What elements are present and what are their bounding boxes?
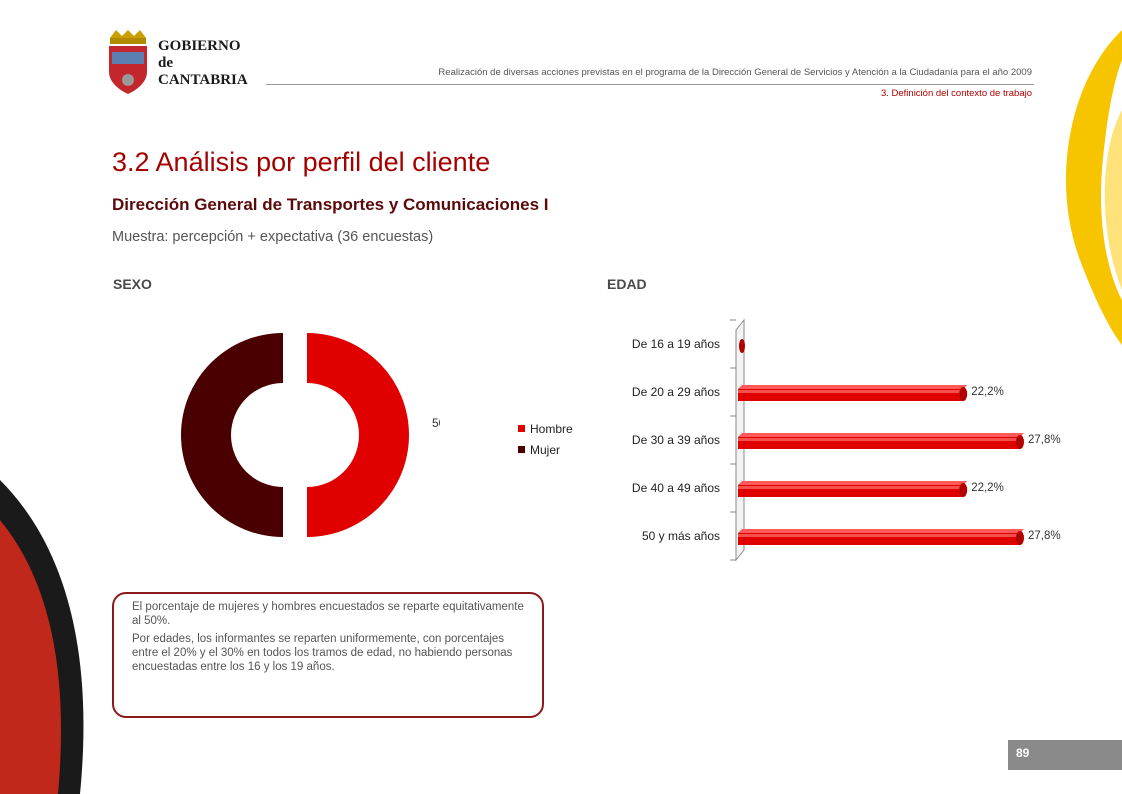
decorative-yellow-swirl (1065, 30, 1122, 345)
legend-swatch-hombre (518, 425, 525, 432)
document-title: Realización de diversas acciones previst… (438, 67, 1032, 78)
bar-2 (738, 385, 968, 401)
legend-label-hombre: Hombre (530, 421, 573, 436)
header-divider (266, 84, 1034, 85)
conclusion-paragraph-1: El porcentaje de mujeres y hombres encue… (132, 601, 524, 627)
logo-line-2: de (158, 55, 173, 71)
bar-3 (738, 433, 1024, 449)
page-subtitle: Dirección General de Transportes y Comun… (112, 195, 549, 214)
sample-description: Muestra: percepción + expectativa (36 en… (112, 229, 434, 245)
page-title: 3.2 Análisis por perfil del cliente (112, 147, 491, 177)
page-number-bar (1008, 740, 1122, 770)
donut-label-hombre: 50,0% (432, 416, 440, 430)
legend-label-mujer: Mujer (530, 442, 561, 457)
sexo-donut-chart: 50,0%50,0% (181, 333, 440, 537)
bar-5 (738, 529, 1024, 545)
bar-category-label: De 30 a 39 años (632, 433, 720, 447)
bar-category-label: De 16 a 19 años (632, 337, 720, 351)
decorative-red-black-arc (0, 480, 84, 794)
cantabria-coat-of-arms-logo (109, 30, 147, 94)
bar-data-label: 22,2% (971, 386, 1004, 398)
donut-slice-mujer (181, 333, 283, 537)
conclusion-box: El porcentaje de mujeres y hombres encue… (112, 592, 544, 718)
bar-data-label: 27,8% (1028, 530, 1061, 542)
edad-bar-chart: De 16 a 19 años De 20 a 29 años 22,2% De 30… (632, 318, 1061, 562)
bar-category-label: 50 y más años (642, 529, 720, 543)
page-number: 89 (1016, 746, 1030, 760)
bar-category-label: De 20 a 29 años (632, 385, 720, 399)
legend-swatch-mujer (518, 446, 525, 453)
logo-line-1: GOBIERNO (158, 38, 241, 54)
bar-1 (739, 339, 745, 353)
legend-item-mujer: Mujer (518, 439, 573, 460)
logo-wordmark: GOBIERNO de CANTABRIA (158, 38, 248, 89)
conclusion-paragraph-2: Por edades, los informantes se reparten … (132, 633, 513, 673)
donut-slice-hombre (307, 333, 409, 537)
legend-item-hombre: Hombre (518, 418, 573, 439)
bar-category-label: De 40 a 49 años (632, 481, 720, 495)
section-label: 3. Definición del contexto de trabajo (880, 88, 1032, 99)
logo-line-3: CANTABRIA (158, 72, 248, 88)
sexo-chart-title: SEXO (113, 276, 152, 292)
bar-data-label: 22,2% (971, 482, 1004, 494)
bar-data-label: 27,8% (1028, 434, 1061, 446)
edad-chart-title: EDAD (607, 276, 647, 292)
bar-4 (738, 481, 968, 497)
sexo-legend: Hombre Mujer (518, 418, 573, 460)
